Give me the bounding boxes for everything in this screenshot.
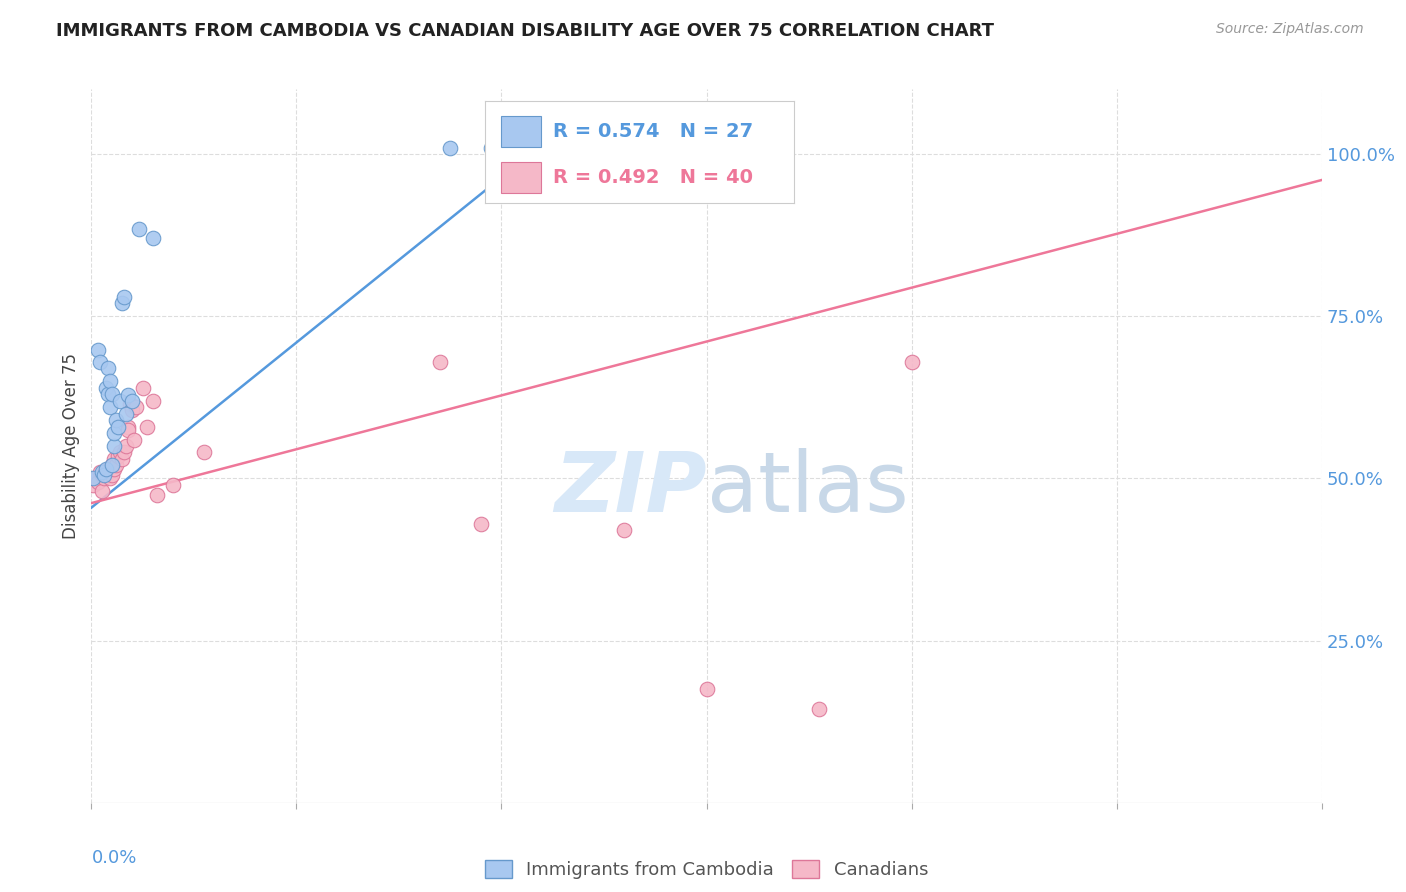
Point [142, 231, 165, 245]
Point [121, 393, 143, 408]
Point [97, 465, 120, 479]
Point [94, 381, 117, 395]
Point [470, 516, 492, 531]
Text: R = 0.492   N = 40: R = 0.492 N = 40 [553, 169, 754, 187]
Point [193, 445, 215, 459]
Point [128, 221, 150, 235]
Point [121, 403, 143, 417]
Point [120, 397, 142, 411]
Point [112, 445, 135, 459]
Point [131, 381, 153, 395]
Point [117, 423, 139, 437]
Point [124, 433, 146, 447]
Point [86, 475, 108, 489]
Point [105, 413, 127, 427]
Point [429, 354, 451, 368]
Point [98, 400, 121, 414]
Text: atlas: atlas [706, 449, 908, 529]
Point [82, 471, 104, 485]
Point [82, 478, 104, 492]
Point [93, 471, 115, 485]
Bar [501, 116, 541, 147]
Point [98, 471, 121, 485]
Text: ZIP: ZIP [554, 449, 706, 529]
Point [162, 478, 184, 492]
Point [107, 449, 129, 463]
Point [103, 452, 125, 467]
Point [613, 524, 636, 538]
Point [479, 140, 502, 154]
Point [117, 419, 139, 434]
Point [115, 407, 138, 421]
Point [103, 439, 125, 453]
Point [86, 343, 108, 357]
Point [108, 393, 131, 408]
Point [90, 468, 112, 483]
Point [97, 361, 120, 376]
Point [808, 702, 831, 716]
Point [101, 458, 124, 473]
Point [89, 465, 111, 479]
Point [89, 354, 111, 368]
Point [112, 290, 135, 304]
Point [90, 465, 112, 479]
Point [115, 439, 138, 453]
Point [97, 461, 120, 475]
Point [94, 461, 117, 475]
Point [135, 419, 157, 434]
Point [439, 140, 461, 154]
Text: R = 0.574   N = 27: R = 0.574 N = 27 [553, 122, 754, 141]
Point [111, 452, 134, 467]
Point [900, 354, 922, 368]
Point [146, 488, 169, 502]
Point [103, 461, 125, 475]
Point [94, 468, 117, 483]
Bar [501, 162, 541, 193]
Point [94, 465, 117, 479]
Point [105, 458, 127, 473]
Point [695, 682, 717, 697]
Point [111, 296, 134, 310]
Point [84, 471, 107, 485]
Y-axis label: Disability Age Over 75: Disability Age Over 75 [62, 353, 80, 539]
Point [90, 484, 112, 499]
Point [117, 388, 139, 402]
Text: IMMIGRANTS FROM CAMBODIA VS CANADIAN DISABILITY AGE OVER 75 CORRELATION CHART: IMMIGRANTS FROM CAMBODIA VS CANADIAN DIS… [56, 22, 994, 40]
Point [93, 468, 115, 483]
Text: Source: ZipAtlas.com: Source: ZipAtlas.com [1216, 22, 1364, 37]
Point [101, 387, 124, 401]
Point [101, 458, 124, 473]
Text: 0.0%: 0.0% [91, 849, 136, 867]
Point [108, 445, 131, 459]
Point [98, 374, 121, 388]
Point [107, 419, 129, 434]
Point [142, 393, 165, 408]
Point [101, 468, 124, 483]
Legend: Immigrants from Cambodia, Canadians: Immigrants from Cambodia, Canadians [478, 853, 935, 887]
Point [125, 400, 148, 414]
Point [103, 425, 125, 440]
Point [97, 387, 120, 401]
